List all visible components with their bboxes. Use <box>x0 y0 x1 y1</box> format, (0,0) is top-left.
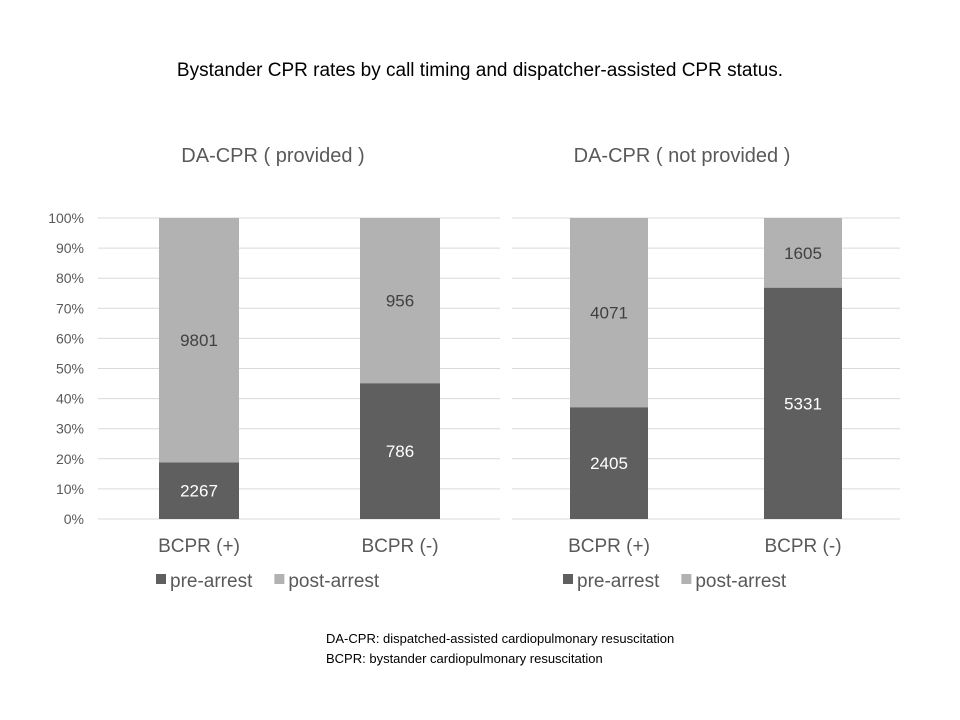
bar-post-arrest <box>360 218 440 384</box>
y-tick-label: 60% <box>56 330 84 346</box>
footnote-bcpr: BCPR: bystander cardiopulmonary resuscit… <box>326 651 603 666</box>
y-tick-label: 30% <box>56 421 84 437</box>
chart-main-title: Bystander CPR rates by call timing and d… <box>177 60 783 81</box>
data-label-post-arrest: 9801 <box>180 331 218 350</box>
legend-swatch-pre-arrest <box>563 574 573 584</box>
panel-title: DA-CPR ( provided ) <box>181 145 364 167</box>
x-tick-label: BCPR (+) <box>568 536 650 557</box>
bar-post-arrest <box>159 218 239 463</box>
footnote-dacpr: DA-CPR: dispatched-assisted cardiopulmon… <box>326 631 675 646</box>
y-tick-label: 50% <box>56 361 84 377</box>
bar-pre-arrest <box>570 407 648 519</box>
legend-label-post-arrest: post-arrest <box>288 571 380 592</box>
data-label-post-arrest: 956 <box>386 292 414 311</box>
bar-post-arrest <box>570 218 648 408</box>
y-tick-label: 40% <box>56 391 84 407</box>
bar-pre-arrest <box>360 383 440 519</box>
legend-swatch-post-arrest <box>681 574 692 584</box>
x-tick-label: BCPR (-) <box>764 536 841 557</box>
y-tick-label: 80% <box>56 270 84 286</box>
legend-label-pre-arrest: pre-arrest <box>577 571 660 592</box>
data-label-pre-arrest: 5331 <box>784 394 822 413</box>
bar-pre-arrest <box>764 287 842 519</box>
bar-post-arrest <box>764 218 842 288</box>
data-label-post-arrest: 4071 <box>590 304 628 323</box>
legend-label-pre-arrest: pre-arrest <box>170 571 253 592</box>
y-tick-label: 90% <box>56 240 84 256</box>
data-label-pre-arrest: 2267 <box>180 482 218 501</box>
legend-label-post-arrest: post-arrest <box>695 571 787 592</box>
x-tick-label: BCPR (-) <box>361 536 438 557</box>
legend-swatch-pre-arrest <box>156 574 166 584</box>
panel-title: DA-CPR ( not provided ) <box>574 145 791 167</box>
x-tick-label: BCPR (+) <box>158 536 240 557</box>
y-tick-label: 0% <box>64 511 84 527</box>
legend-swatch-post-arrest <box>274 574 285 584</box>
y-tick-label: 20% <box>56 451 84 467</box>
data-label-post-arrest: 1605 <box>784 244 822 263</box>
data-label-pre-arrest: 786 <box>386 442 414 461</box>
data-label-pre-arrest: 2405 <box>590 454 628 473</box>
y-tick-label: 10% <box>56 481 84 497</box>
y-tick-label: 70% <box>56 300 84 316</box>
y-tick-label: 100% <box>48 210 84 226</box>
bar-pre-arrest <box>159 462 239 519</box>
